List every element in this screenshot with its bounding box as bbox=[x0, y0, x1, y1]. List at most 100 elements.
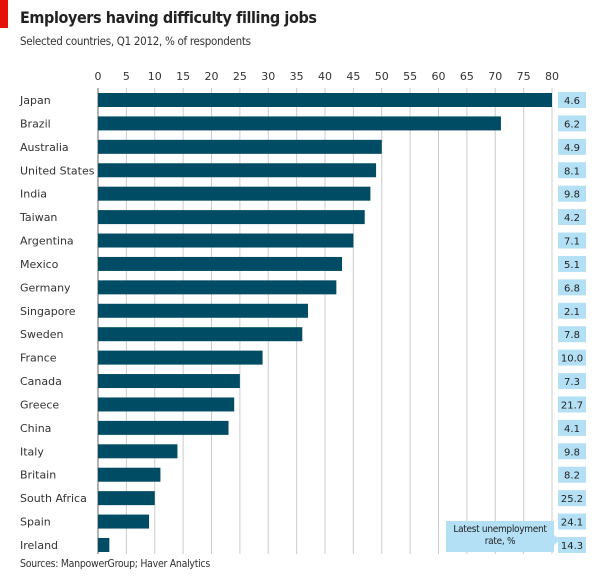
unemployment-box bbox=[558, 92, 586, 108]
category-label: Ireland bbox=[20, 539, 58, 552]
category-label: Taiwan bbox=[19, 211, 57, 224]
chart-subtitle: Selected countries, Q1 2012, % of respon… bbox=[20, 34, 251, 48]
x-tick-label: 75 bbox=[517, 70, 531, 83]
unemployment-box bbox=[558, 279, 586, 296]
bar bbox=[98, 467, 161, 482]
x-tick-label: 0 bbox=[95, 70, 102, 83]
unemployment-value: 4.1 bbox=[564, 424, 580, 435]
unemployment-value: 7.8 bbox=[564, 330, 580, 341]
bar bbox=[98, 397, 235, 412]
unemployment-value: 6.2 bbox=[564, 119, 580, 130]
x-tick-label: 65 bbox=[460, 70, 474, 83]
bar bbox=[98, 514, 150, 529]
unemployment-value: 25.2 bbox=[561, 494, 583, 505]
x-tick-label: 55 bbox=[403, 70, 417, 83]
unemployment-value: 8.2 bbox=[564, 471, 580, 482]
category-label: Italy bbox=[20, 445, 44, 458]
x-tick-label: 20 bbox=[205, 70, 219, 83]
category-label: Greece bbox=[20, 398, 59, 411]
unemployment-value: 7.3 bbox=[564, 377, 580, 388]
unemployment-value: 6.8 bbox=[564, 283, 580, 294]
category-label: South Africa bbox=[20, 492, 87, 505]
bar bbox=[98, 491, 155, 506]
unemployment-value: 4.2 bbox=[564, 213, 580, 224]
bar bbox=[98, 210, 365, 225]
unemployment-value: 9.8 bbox=[564, 447, 580, 458]
bar bbox=[98, 303, 308, 318]
unemployment-legend-note: Latest unemployment rate, % bbox=[446, 521, 560, 552]
bar bbox=[98, 350, 263, 365]
bar bbox=[98, 139, 382, 154]
category-label: Argentina bbox=[20, 235, 74, 248]
x-tick-label: 60 bbox=[432, 70, 446, 83]
unemployment-box bbox=[558, 209, 586, 226]
bar bbox=[98, 374, 240, 389]
unemployment-box bbox=[558, 138, 586, 155]
unemployment-box bbox=[558, 349, 586, 366]
unemployment-box bbox=[558, 466, 586, 483]
unemployment-value: 2.1 bbox=[564, 307, 580, 318]
category-label: China bbox=[20, 422, 51, 435]
unemployment-box bbox=[558, 396, 586, 413]
category-label: Sweden bbox=[20, 328, 63, 341]
unemployment-value: 21.7 bbox=[561, 400, 583, 411]
unemployment-box bbox=[558, 255, 586, 272]
category-label: Singapore bbox=[20, 305, 76, 318]
bar bbox=[98, 537, 110, 552]
bar bbox=[98, 93, 552, 107]
x-tick-label: 30 bbox=[261, 70, 275, 83]
unemployment-box bbox=[558, 490, 586, 507]
bar bbox=[98, 116, 501, 131]
chart-source: Sources: ManpowerGroup; Haver Analytics bbox=[20, 558, 210, 570]
x-tick-label: 10 bbox=[148, 70, 162, 83]
unemployment-box bbox=[558, 232, 586, 249]
x-tick-label: 25 bbox=[233, 70, 247, 83]
unemployment-box bbox=[558, 185, 586, 202]
category-label: Germany bbox=[20, 281, 71, 294]
unemployment-value: 14.3 bbox=[561, 541, 583, 552]
x-tick-label: 15 bbox=[176, 70, 190, 83]
unemployment-value: 4.6 bbox=[564, 96, 580, 107]
unemployment-box bbox=[558, 326, 586, 343]
chart-title: Employers having difficulty filling jobs bbox=[20, 8, 317, 27]
category-label: Japan bbox=[19, 94, 51, 107]
unemployment-value: 10.0 bbox=[561, 354, 583, 365]
x-tick-label: 35 bbox=[290, 70, 304, 83]
unemployment-box bbox=[558, 162, 586, 179]
category-label: India bbox=[20, 188, 47, 201]
bar bbox=[98, 327, 303, 342]
unemployment-box bbox=[558, 443, 586, 460]
unemployment-box bbox=[558, 536, 586, 553]
unemployment-value: 24.1 bbox=[561, 518, 583, 529]
x-tick-label: 80 bbox=[545, 70, 559, 83]
category-label: France bbox=[20, 352, 57, 365]
category-label: Australia bbox=[20, 141, 69, 154]
unemployment-box bbox=[558, 513, 586, 530]
unemployment-box bbox=[558, 302, 586, 319]
bar bbox=[98, 186, 371, 201]
bar bbox=[98, 280, 337, 295]
bar bbox=[98, 444, 178, 459]
category-label: Britain bbox=[20, 469, 56, 482]
unemployment-box bbox=[558, 115, 586, 132]
unemployment-value: 7.1 bbox=[564, 237, 580, 248]
category-label: Brazil bbox=[20, 117, 51, 130]
category-label: Mexico bbox=[20, 258, 59, 271]
unemployment-value: 8.1 bbox=[564, 166, 580, 177]
category-label: Spain bbox=[20, 516, 51, 529]
x-tick-label: 50 bbox=[375, 70, 389, 83]
unemployment-value: 9.8 bbox=[564, 190, 580, 201]
brand-red-tag bbox=[0, 0, 8, 28]
unemployment-box bbox=[558, 373, 586, 390]
bar bbox=[98, 233, 354, 248]
category-label: United States bbox=[20, 164, 95, 177]
bar bbox=[98, 256, 343, 271]
unemployment-value: 4.9 bbox=[564, 143, 580, 154]
x-tick-label: 45 bbox=[346, 70, 360, 83]
bar bbox=[98, 420, 229, 435]
bar bbox=[98, 163, 377, 178]
x-tick-label: 40 bbox=[318, 70, 332, 83]
category-label: Canada bbox=[20, 375, 62, 388]
